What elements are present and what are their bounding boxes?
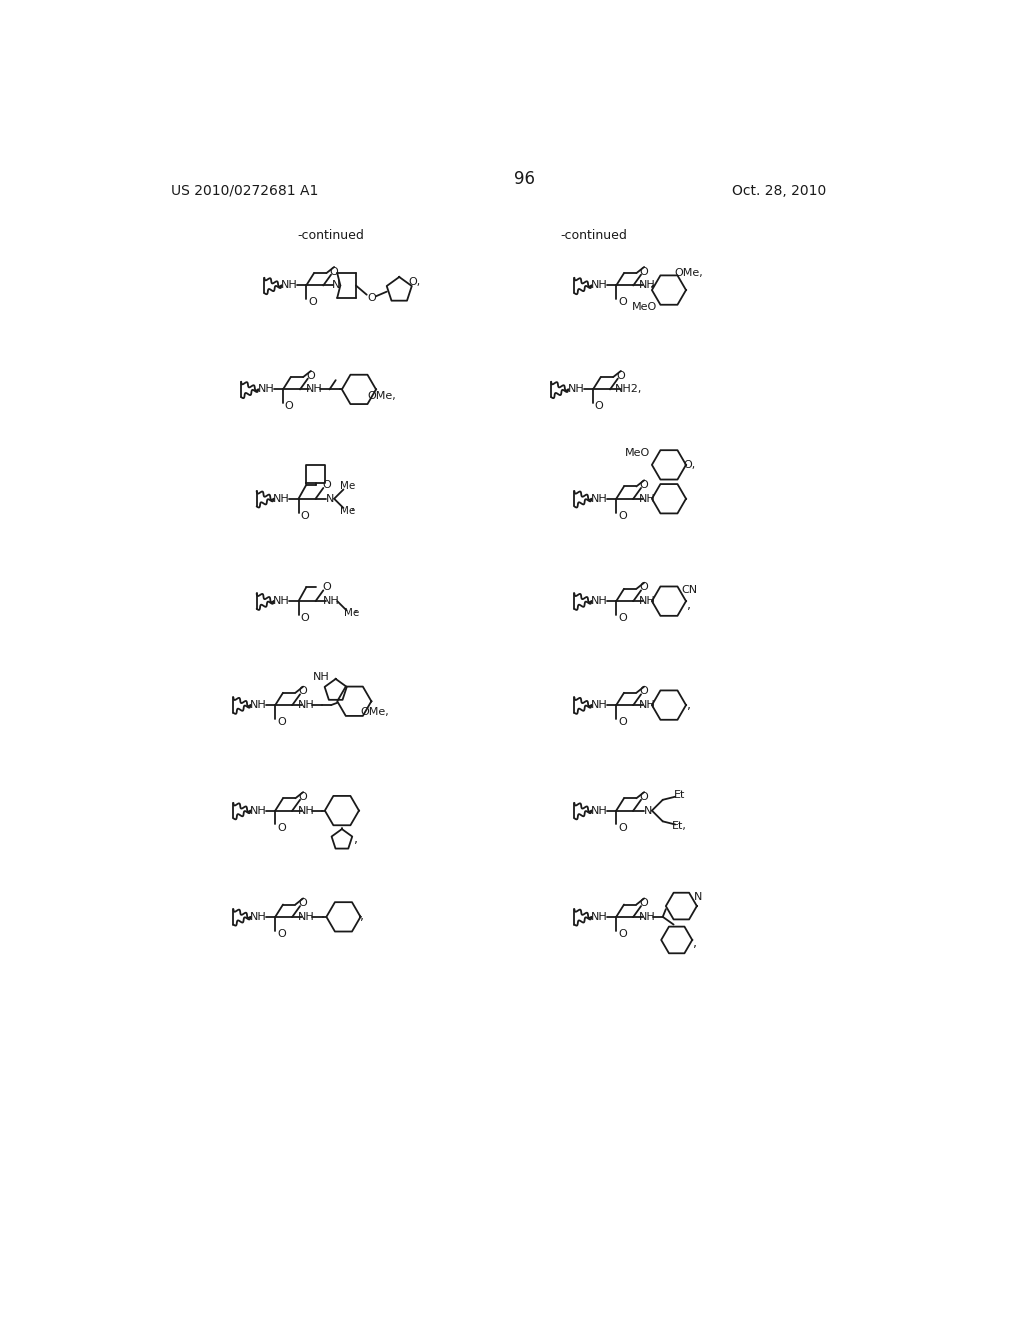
Text: O: O [322,582,331,593]
Text: NH: NH [258,384,274,395]
Text: O: O [299,686,307,696]
Text: O: O [300,511,309,520]
Text: NH: NH [298,912,314,921]
Text: N: N [332,280,341,290]
Text: N: N [326,494,335,504]
Text: Me: Me [344,609,358,619]
Text: NH: NH [313,672,330,681]
Text: NH: NH [639,597,655,606]
Text: OMe,: OMe, [368,391,396,400]
Text: O: O [618,929,627,939]
Text: NH: NH [273,597,290,606]
Text: NH: NH [591,280,607,290]
Text: O: O [640,480,648,490]
Text: O: O [595,401,603,412]
Text: O: O [618,511,627,520]
Text: -continued: -continued [560,228,628,242]
Text: O: O [616,371,626,380]
Text: NH: NH [250,805,266,816]
Text: O: O [308,297,316,308]
Text: ,: , [360,911,365,924]
Text: O: O [367,293,376,302]
Text: O: O [285,401,294,412]
Text: O: O [299,792,307,801]
Text: O: O [640,792,648,801]
Text: O: O [278,717,286,727]
Text: US 2010/0272681 A1: US 2010/0272681 A1 [171,183,318,198]
Text: Me: Me [340,506,355,516]
Text: O: O [618,717,627,727]
Text: NH: NH [591,805,607,816]
Text: O: O [299,898,307,908]
Text: NH: NH [591,912,607,921]
Text: N: N [644,805,652,816]
Text: Me: Me [340,482,355,491]
Text: MeO: MeO [632,302,656,312]
Text: O,: O, [409,277,421,288]
Text: O: O [618,612,627,623]
Text: N: N [694,892,702,902]
Text: ,: , [693,936,697,949]
Text: NH: NH [305,384,323,395]
Text: NH: NH [273,494,290,504]
Text: NH: NH [591,700,607,710]
Text: Et,: Et, [673,821,687,832]
Text: OMe,: OMe, [360,708,389,717]
Text: ,: , [354,833,357,846]
Text: O: O [278,929,286,939]
Text: CN: CN [681,585,697,595]
Text: ,: , [354,602,357,615]
Text: NH: NH [639,912,655,921]
Text: O: O [640,582,648,593]
Text: O: O [640,686,648,696]
Text: O: O [300,612,309,623]
Text: O: O [278,822,286,833]
Text: Et: Et [674,791,685,800]
Text: NH: NH [323,597,339,606]
Text: O: O [306,371,315,380]
Text: Oct. 28, 2010: Oct. 28, 2010 [732,183,826,198]
Text: O: O [640,267,648,277]
Text: O: O [618,822,627,833]
Text: O: O [618,297,627,308]
Text: NH: NH [639,700,655,710]
Text: NH: NH [250,700,266,710]
Text: NH: NH [298,805,314,816]
Text: NH2,: NH2, [615,384,642,395]
Text: NH: NH [567,384,585,395]
Text: OMe,: OMe, [675,268,703,279]
Text: O: O [640,898,648,908]
Text: NH: NH [639,280,655,290]
Text: NH: NH [250,912,266,921]
Text: O,: O, [683,459,695,470]
Text: NH: NH [281,280,298,290]
Text: MeO: MeO [626,447,650,458]
Text: ,: , [351,500,354,513]
Text: -continued: -continued [297,228,364,242]
Text: NH: NH [591,494,607,504]
Text: 96: 96 [514,170,536,189]
Text: NH: NH [298,700,314,710]
Text: ,: , [687,698,691,711]
Text: ,: , [687,599,691,612]
Text: O: O [330,267,339,277]
Text: NH: NH [639,494,655,504]
Text: NH: NH [591,597,607,606]
Text: O: O [322,480,331,490]
